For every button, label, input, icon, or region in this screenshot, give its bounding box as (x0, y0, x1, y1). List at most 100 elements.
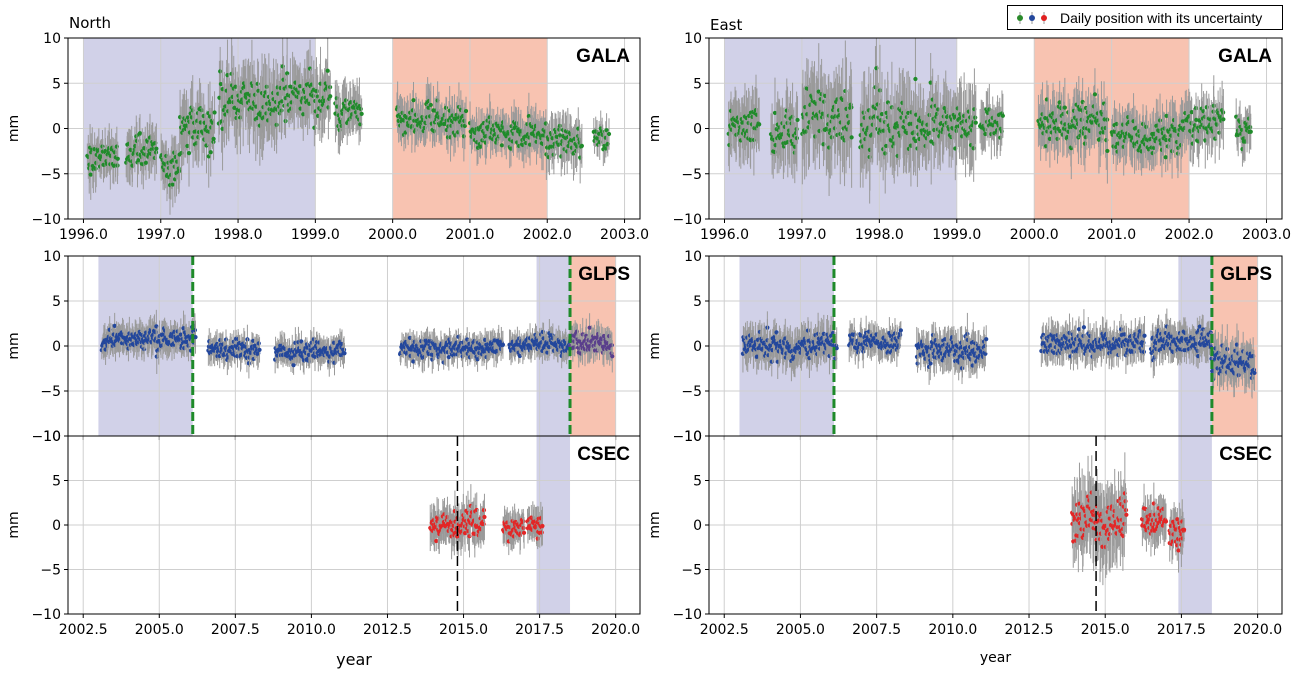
north-gala-point (579, 143, 584, 148)
east-gala-point (884, 143, 889, 149)
east-gala-point (1221, 117, 1226, 122)
north-gala-xtick-label-4: 2000.0 (368, 227, 417, 243)
north-gala-point (359, 111, 364, 116)
north-gala-point (211, 136, 216, 141)
east-gala-point (1082, 141, 1088, 146)
north-gala-point (315, 89, 320, 94)
east-gala-point (1248, 125, 1253, 130)
east-gala-point (794, 136, 799, 141)
east-gala-point (944, 120, 949, 125)
north-gala-point (219, 119, 224, 124)
north-gala-point (208, 150, 213, 155)
north-gala-ytick-label-4: 10 (43, 31, 61, 47)
north-gala-point (410, 124, 415, 129)
north-gala-ylabel: mm (6, 115, 22, 142)
north-gala-point (442, 121, 448, 127)
north-gala-ytick-label-3: 5 (52, 76, 61, 92)
north-gala-point (498, 128, 503, 133)
north-gala-point (185, 143, 190, 149)
east-gala-point (734, 132, 739, 137)
east-gala-point (983, 131, 988, 137)
north-gala-point (94, 160, 99, 165)
north-gala-point (604, 128, 609, 133)
north-gala-point (255, 81, 260, 86)
east-gala-point (971, 146, 976, 151)
east-gala-point (964, 118, 969, 123)
north-gala-point (136, 158, 141, 163)
north-glps-ytick-label-3: 5 (52, 294, 61, 310)
east-gala-point (982, 127, 987, 132)
east-gala-point (795, 117, 800, 123)
east-gala-point (1217, 130, 1222, 135)
east-gala-point (1189, 110, 1194, 115)
north-gala-point (307, 66, 313, 71)
east-gala-xtick-label-3: 1999.0 (932, 227, 981, 243)
east-gala-ytick-label-3: 5 (693, 76, 702, 92)
north-gala-point (179, 150, 184, 156)
north-gala-point (557, 127, 562, 132)
east-glps-point (852, 332, 857, 337)
north-gala-point (310, 93, 316, 98)
east-gala-point (1055, 136, 1060, 142)
east-gala-point (772, 110, 778, 116)
north-gala-point (137, 131, 143, 136)
north-gala-point (499, 143, 504, 148)
east-gala-point (1164, 113, 1169, 118)
east-gala-point (838, 131, 843, 137)
north-glps-point (246, 361, 251, 366)
north-gala-ytick-label-2: 0 (52, 122, 61, 138)
north-gala-point (325, 68, 330, 73)
north-glps-ytick-label-4: 10 (43, 249, 61, 265)
east-gala-point (746, 120, 751, 126)
east-gala-xtick-label-1: 1997.0 (777, 227, 826, 243)
north-glps-point (342, 351, 347, 356)
north-glps-point (256, 341, 261, 346)
north-gala-xtick-label-2: 1998.0 (214, 227, 263, 243)
east-gala-point (1204, 105, 1209, 110)
east-gala-point (849, 135, 854, 140)
north-glps-point (500, 342, 506, 347)
east-gala-point (1042, 125, 1047, 130)
north-gala-point (186, 151, 192, 156)
north-gala-xtick-label-3: 1999.0 (291, 227, 340, 243)
east-gala-point (1057, 100, 1062, 105)
north-glps-ytick-label-1: −5 (40, 384, 61, 400)
east-gala-ytick-label-0: −10 (672, 212, 702, 228)
north-gala-point (478, 144, 483, 149)
north-gala-point (328, 94, 333, 99)
north-gala-ytick-label-0: −10 (31, 212, 61, 228)
east-gala-point (816, 89, 821, 94)
north-gala-point (218, 81, 223, 87)
east-gala-point (1000, 113, 1005, 118)
north-gala-point (428, 102, 433, 108)
east-gala-point (973, 120, 978, 125)
north-gala-point (115, 156, 120, 161)
north-gala-point (556, 142, 561, 147)
north-gala-point (114, 144, 119, 149)
north-gala-point (511, 131, 516, 136)
east-gala-point (1105, 148, 1110, 154)
east-gala-point (1164, 137, 1169, 143)
east-gala-point (1248, 129, 1253, 134)
east-gala-ytick-label-4: 10 (684, 31, 702, 47)
north-gala-ytick-label-1: −5 (40, 167, 61, 183)
north-gala-point (88, 172, 93, 177)
east-gala-point (879, 111, 885, 117)
north-gala-point (301, 112, 306, 117)
north-gala-station-label: GALA (576, 46, 630, 67)
north-gala-point (463, 108, 469, 114)
east-glps-point (805, 328, 811, 333)
east-gala-xtick-label-0: 1996.0 (700, 227, 749, 243)
east-gala-point (1092, 92, 1098, 97)
north-gala-point (212, 110, 217, 115)
east-gala-station-label: GALA (1218, 46, 1272, 67)
east-gala-point (929, 139, 934, 144)
east-gala-point (757, 122, 762, 127)
north-gala-point (285, 71, 290, 76)
north-gala-point (93, 166, 98, 171)
north-gala-xtick-label-6: 2002.0 (523, 227, 572, 243)
east-gala-point (1062, 105, 1067, 110)
east-gala-point (913, 138, 918, 144)
east-gala-xtick-label-5: 2001.0 (1087, 227, 1136, 243)
